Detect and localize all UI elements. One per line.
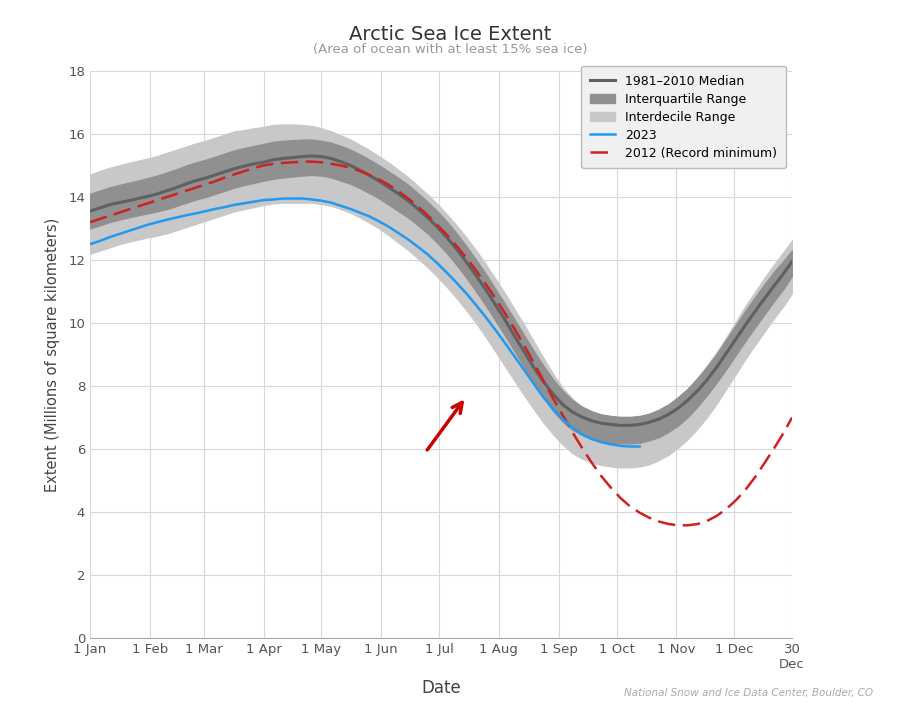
Text: National Snow and Ice Data Center, Boulder, CO: National Snow and Ice Data Center, Bould… (624, 688, 873, 698)
Legend: 1981–2010 Median, Interquartile Range, Interdecile Range, 2023, 2012 (Record min: 1981–2010 Median, Interquartile Range, I… (581, 66, 786, 168)
Text: (Area of ocean with at least 15% sea ice): (Area of ocean with at least 15% sea ice… (313, 43, 587, 55)
Y-axis label: Extent (Millions of square kilometers): Extent (Millions of square kilometers) (45, 218, 59, 491)
X-axis label: Date: Date (421, 679, 461, 697)
Text: Arctic Sea Ice Extent: Arctic Sea Ice Extent (349, 25, 551, 44)
